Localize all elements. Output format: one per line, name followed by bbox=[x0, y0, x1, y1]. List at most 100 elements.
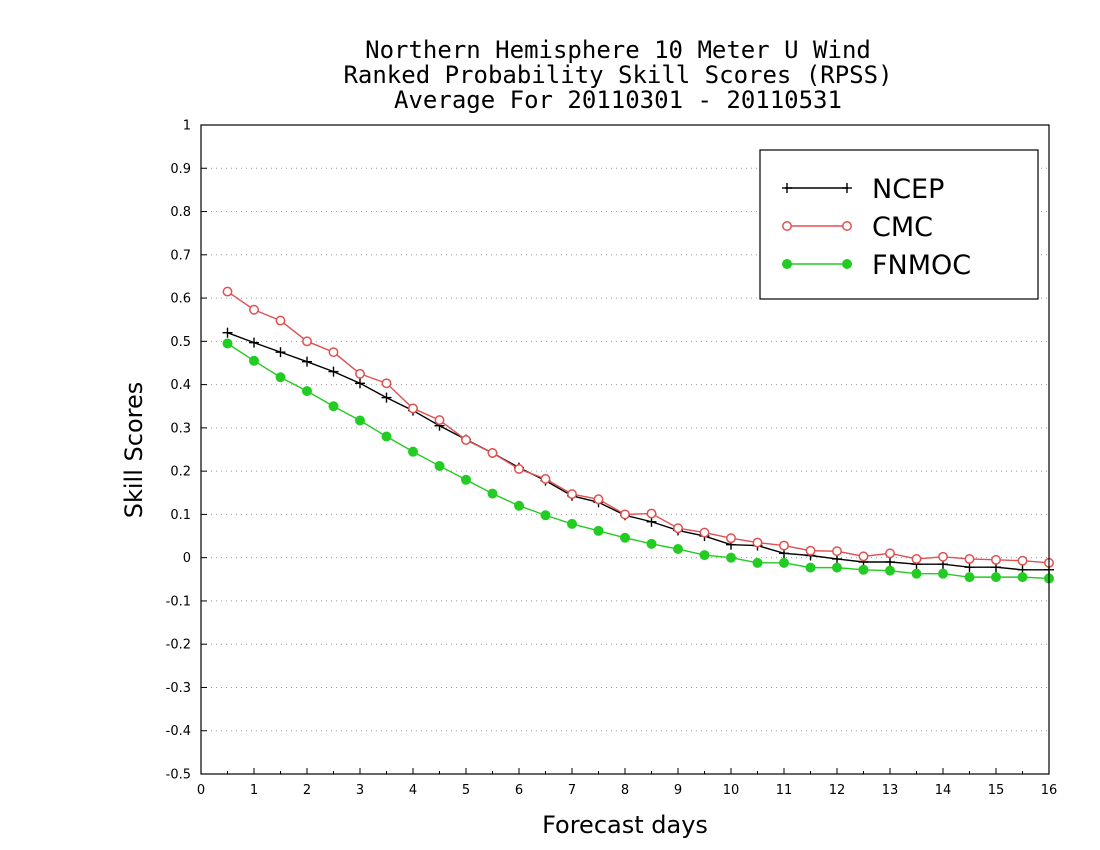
data-point-fnmoc bbox=[938, 568, 948, 579]
y-tick-label: 0.7 bbox=[170, 248, 191, 263]
data-point-fnmoc bbox=[858, 564, 869, 575]
data-point-cmc bbox=[964, 554, 975, 564]
data-point-fnmoc bbox=[726, 552, 736, 563]
x-tick-label: 16 bbox=[1041, 783, 1058, 798]
x-tick-label: 4 bbox=[409, 783, 417, 798]
data-point-ncep bbox=[302, 356, 312, 367]
data-point-ncep bbox=[249, 337, 259, 348]
x-tick-label: 14 bbox=[935, 783, 952, 798]
y-tick-label: -0.2 bbox=[166, 638, 191, 653]
x-axis-label: Forecast days bbox=[542, 811, 708, 839]
x-tick-label: 3 bbox=[356, 783, 364, 798]
x-tick-label: 8 bbox=[621, 783, 629, 798]
x-tick-label: 10 bbox=[723, 783, 740, 798]
data-point-fnmoc bbox=[222, 338, 233, 349]
data-point-fnmoc bbox=[381, 431, 392, 442]
y-tick-label: 0.6 bbox=[170, 292, 191, 307]
data-point-cmc bbox=[222, 286, 233, 297]
legend-marker-fnmoc bbox=[782, 259, 792, 269]
data-point-cmc bbox=[991, 554, 1001, 565]
data-point-cmc bbox=[514, 464, 524, 474]
title-line-1: Northern Hemisphere 10 Meter U Wind bbox=[365, 36, 871, 64]
data-point-fnmoc bbox=[434, 460, 445, 471]
data-point-fnmoc bbox=[699, 550, 710, 561]
series-line-cmc bbox=[227, 290, 1050, 564]
data-point-fnmoc bbox=[964, 572, 975, 583]
y-tick-label: -0.3 bbox=[166, 681, 191, 696]
data-point-cmc bbox=[275, 315, 286, 326]
y-tick-label: 0.1 bbox=[170, 508, 191, 523]
x-axis-ticks: 0 1 2 3 4 5 6 7 8 9 10 11 12 13 14 15 16 bbox=[197, 768, 1057, 798]
y-tick-label: 0.2 bbox=[170, 465, 191, 480]
series-line-ncep bbox=[227, 332, 1049, 571]
x-tick-label: 11 bbox=[776, 783, 793, 798]
y-tick-label: -0.4 bbox=[166, 724, 191, 739]
data-point-ncep bbox=[275, 347, 286, 358]
data-point-fnmoc bbox=[540, 510, 551, 521]
data-point-cmc bbox=[355, 368, 365, 379]
data-point-fnmoc bbox=[275, 372, 286, 383]
chart-title: Northern Hemisphere 10 Meter U WindRanke… bbox=[343, 36, 892, 114]
data-point-cmc bbox=[540, 473, 551, 484]
data-point-cmc bbox=[832, 546, 842, 557]
data-point-fnmoc bbox=[752, 557, 763, 568]
data-point-fnmoc bbox=[355, 415, 365, 426]
legend: NCEP CMC FNMOC bbox=[759, 149, 1039, 300]
data-point-fnmoc bbox=[249, 355, 259, 366]
x-tick-label: 12 bbox=[829, 783, 846, 798]
data-point-cmc bbox=[938, 551, 948, 562]
x-tick-label: 7 bbox=[568, 783, 576, 798]
x-tick-label: 6 bbox=[515, 783, 523, 798]
legend-label-fnmoc: FNMOC bbox=[872, 250, 971, 281]
x-tick-label: 15 bbox=[988, 783, 1005, 798]
data-point-cmc bbox=[805, 545, 816, 556]
series-lines bbox=[222, 286, 1054, 584]
data-point-fnmoc bbox=[885, 565, 895, 576]
data-point-cmc bbox=[620, 509, 630, 520]
data-point-fnmoc bbox=[593, 525, 604, 536]
legend-box bbox=[759, 149, 1039, 300]
data-point-cmc bbox=[487, 448, 498, 458]
x-tick-label: 1 bbox=[250, 783, 258, 798]
y-axis-ticks: -0.5 -0.4 -0.3 -0.2 -0.1 0 0.1 0.2 0.3 0.4 0.5 0.6 0… bbox=[166, 119, 207, 783]
y-tick-label: 0.3 bbox=[170, 421, 191, 436]
data-point-cmc bbox=[567, 489, 577, 500]
data-point-fnmoc bbox=[302, 386, 312, 397]
data-point-fnmoc bbox=[991, 572, 1001, 583]
x-tick-label: 13 bbox=[882, 783, 899, 798]
y-tick-label: -0.1 bbox=[166, 594, 191, 609]
data-point-cmc bbox=[779, 540, 789, 551]
y-tick-label: 0.8 bbox=[170, 205, 191, 220]
data-point-cmc bbox=[726, 533, 736, 544]
x-tick-label: 2 bbox=[303, 783, 311, 798]
data-point-cmc bbox=[249, 304, 259, 315]
data-point-ncep bbox=[885, 556, 895, 567]
data-point-cmc bbox=[1017, 555, 1028, 566]
y-tick-label: 0.5 bbox=[170, 335, 191, 350]
y-tick-label: 0.4 bbox=[170, 378, 191, 393]
x-tick-label: 9 bbox=[674, 783, 682, 798]
data-point-fnmoc bbox=[461, 474, 471, 485]
data-point-fnmoc bbox=[779, 557, 789, 568]
data-point-ncep bbox=[355, 378, 365, 389]
data-point-cmc bbox=[434, 415, 445, 426]
x-tick-label: 5 bbox=[462, 783, 470, 798]
data-point-fnmoc bbox=[328, 401, 339, 412]
x-tick-label: 0 bbox=[197, 783, 205, 798]
data-point-cmc bbox=[328, 347, 339, 358]
y-axis-label: Skill Scores bbox=[120, 382, 148, 519]
data-point-fnmoc bbox=[567, 518, 577, 529]
data-point-fnmoc bbox=[1017, 572, 1028, 583]
data-point-cmc bbox=[381, 378, 392, 389]
y-tick-label: -0.5 bbox=[166, 768, 191, 783]
legend-marker-ncep bbox=[782, 183, 792, 193]
legend-marker-cmc bbox=[782, 221, 792, 231]
data-point-ncep bbox=[328, 366, 339, 377]
data-point-fnmoc bbox=[487, 488, 498, 499]
title-line-3: Average For 20110301 - 20110531 bbox=[394, 86, 842, 114]
series-cmc bbox=[222, 286, 1054, 568]
data-point-fnmoc bbox=[408, 446, 418, 457]
legend-label-cmc: CMC bbox=[872, 212, 933, 243]
data-point-cmc bbox=[752, 537, 763, 548]
